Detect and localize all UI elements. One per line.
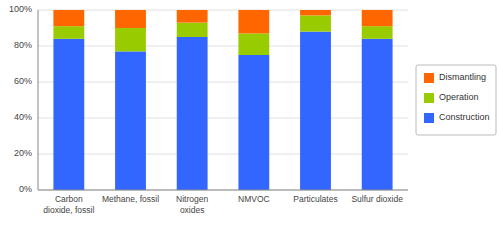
bar-segment: [115, 10, 146, 28]
grid-line: [38, 82, 408, 83]
x-tick-label-line: oxides: [180, 205, 205, 215]
x-tick-label-line: dioxide, fossil: [43, 205, 94, 215]
bar-segment: [177, 37, 208, 190]
grid-line: [38, 190, 408, 191]
bar-segment: [53, 26, 84, 39]
x-tick-label: NMVOC: [238, 194, 270, 204]
y-tick-label: 40%: [14, 112, 32, 122]
bars: [53, 10, 392, 190]
bar-segment: [177, 23, 208, 37]
grid-line: [38, 46, 408, 47]
y-tick-label: 0%: [19, 184, 32, 194]
x-tick-label: Methane, fossil: [102, 194, 159, 204]
bar-segment: [238, 10, 269, 33]
legend-label: Operation: [439, 92, 479, 102]
grid: [38, 10, 408, 190]
bar-segment: [300, 15, 331, 31]
chart: 0% 20% 40% 60% 80% 100% Carbondioxide, fossil M…: [0, 0, 500, 240]
legend-label: Construction: [439, 112, 490, 122]
bar-segment: [115, 51, 146, 190]
legend: Dismantling Operation Construction: [416, 65, 496, 135]
y-tick-label: 80%: [14, 40, 32, 50]
x-tick-label-line: NMVOC: [238, 194, 270, 204]
bar-segment: [115, 28, 146, 51]
bar-segment: [53, 39, 84, 190]
x-tick-label: Carbondioxide, fossil: [43, 194, 94, 215]
bar-segment: [238, 33, 269, 55]
legend-swatch: [424, 93, 434, 103]
x-tick-label-line: Particulates: [293, 194, 337, 204]
legend-swatch: [424, 113, 434, 123]
x-axis: [38, 190, 408, 191]
grid-line: [38, 118, 408, 119]
bar-segment: [300, 32, 331, 190]
y-tick-label: 100%: [9, 4, 32, 14]
x-tick-label-line: Methane, fossil: [102, 194, 159, 204]
y-axis: [38, 10, 39, 190]
grid-line: [38, 154, 408, 155]
bar-segment: [362, 39, 393, 190]
y-tick-label: 20%: [14, 148, 32, 158]
bar-segment: [53, 10, 84, 26]
legend-label: Dismantling: [439, 72, 486, 82]
x-tick-label: Sulfur dioxide: [351, 194, 403, 204]
x-tick-label-line: Carbon: [55, 194, 83, 204]
x-tick-label: Nitrogenoxides: [176, 194, 208, 215]
bar-segment: [238, 55, 269, 190]
legend-box: [416, 65, 496, 135]
y-tick-label: 60%: [14, 76, 32, 86]
grid-line: [38, 10, 408, 11]
bar-segment: [362, 26, 393, 39]
x-tick-label: Particulates: [293, 194, 337, 204]
x-tick-label-line: Sulfur dioxide: [351, 194, 403, 204]
bar-segment: [300, 10, 331, 15]
bar-segment: [362, 10, 393, 26]
bar-segment: [177, 10, 208, 23]
legend-swatch: [424, 73, 434, 83]
x-tick-label-line: Nitrogen: [176, 194, 208, 204]
